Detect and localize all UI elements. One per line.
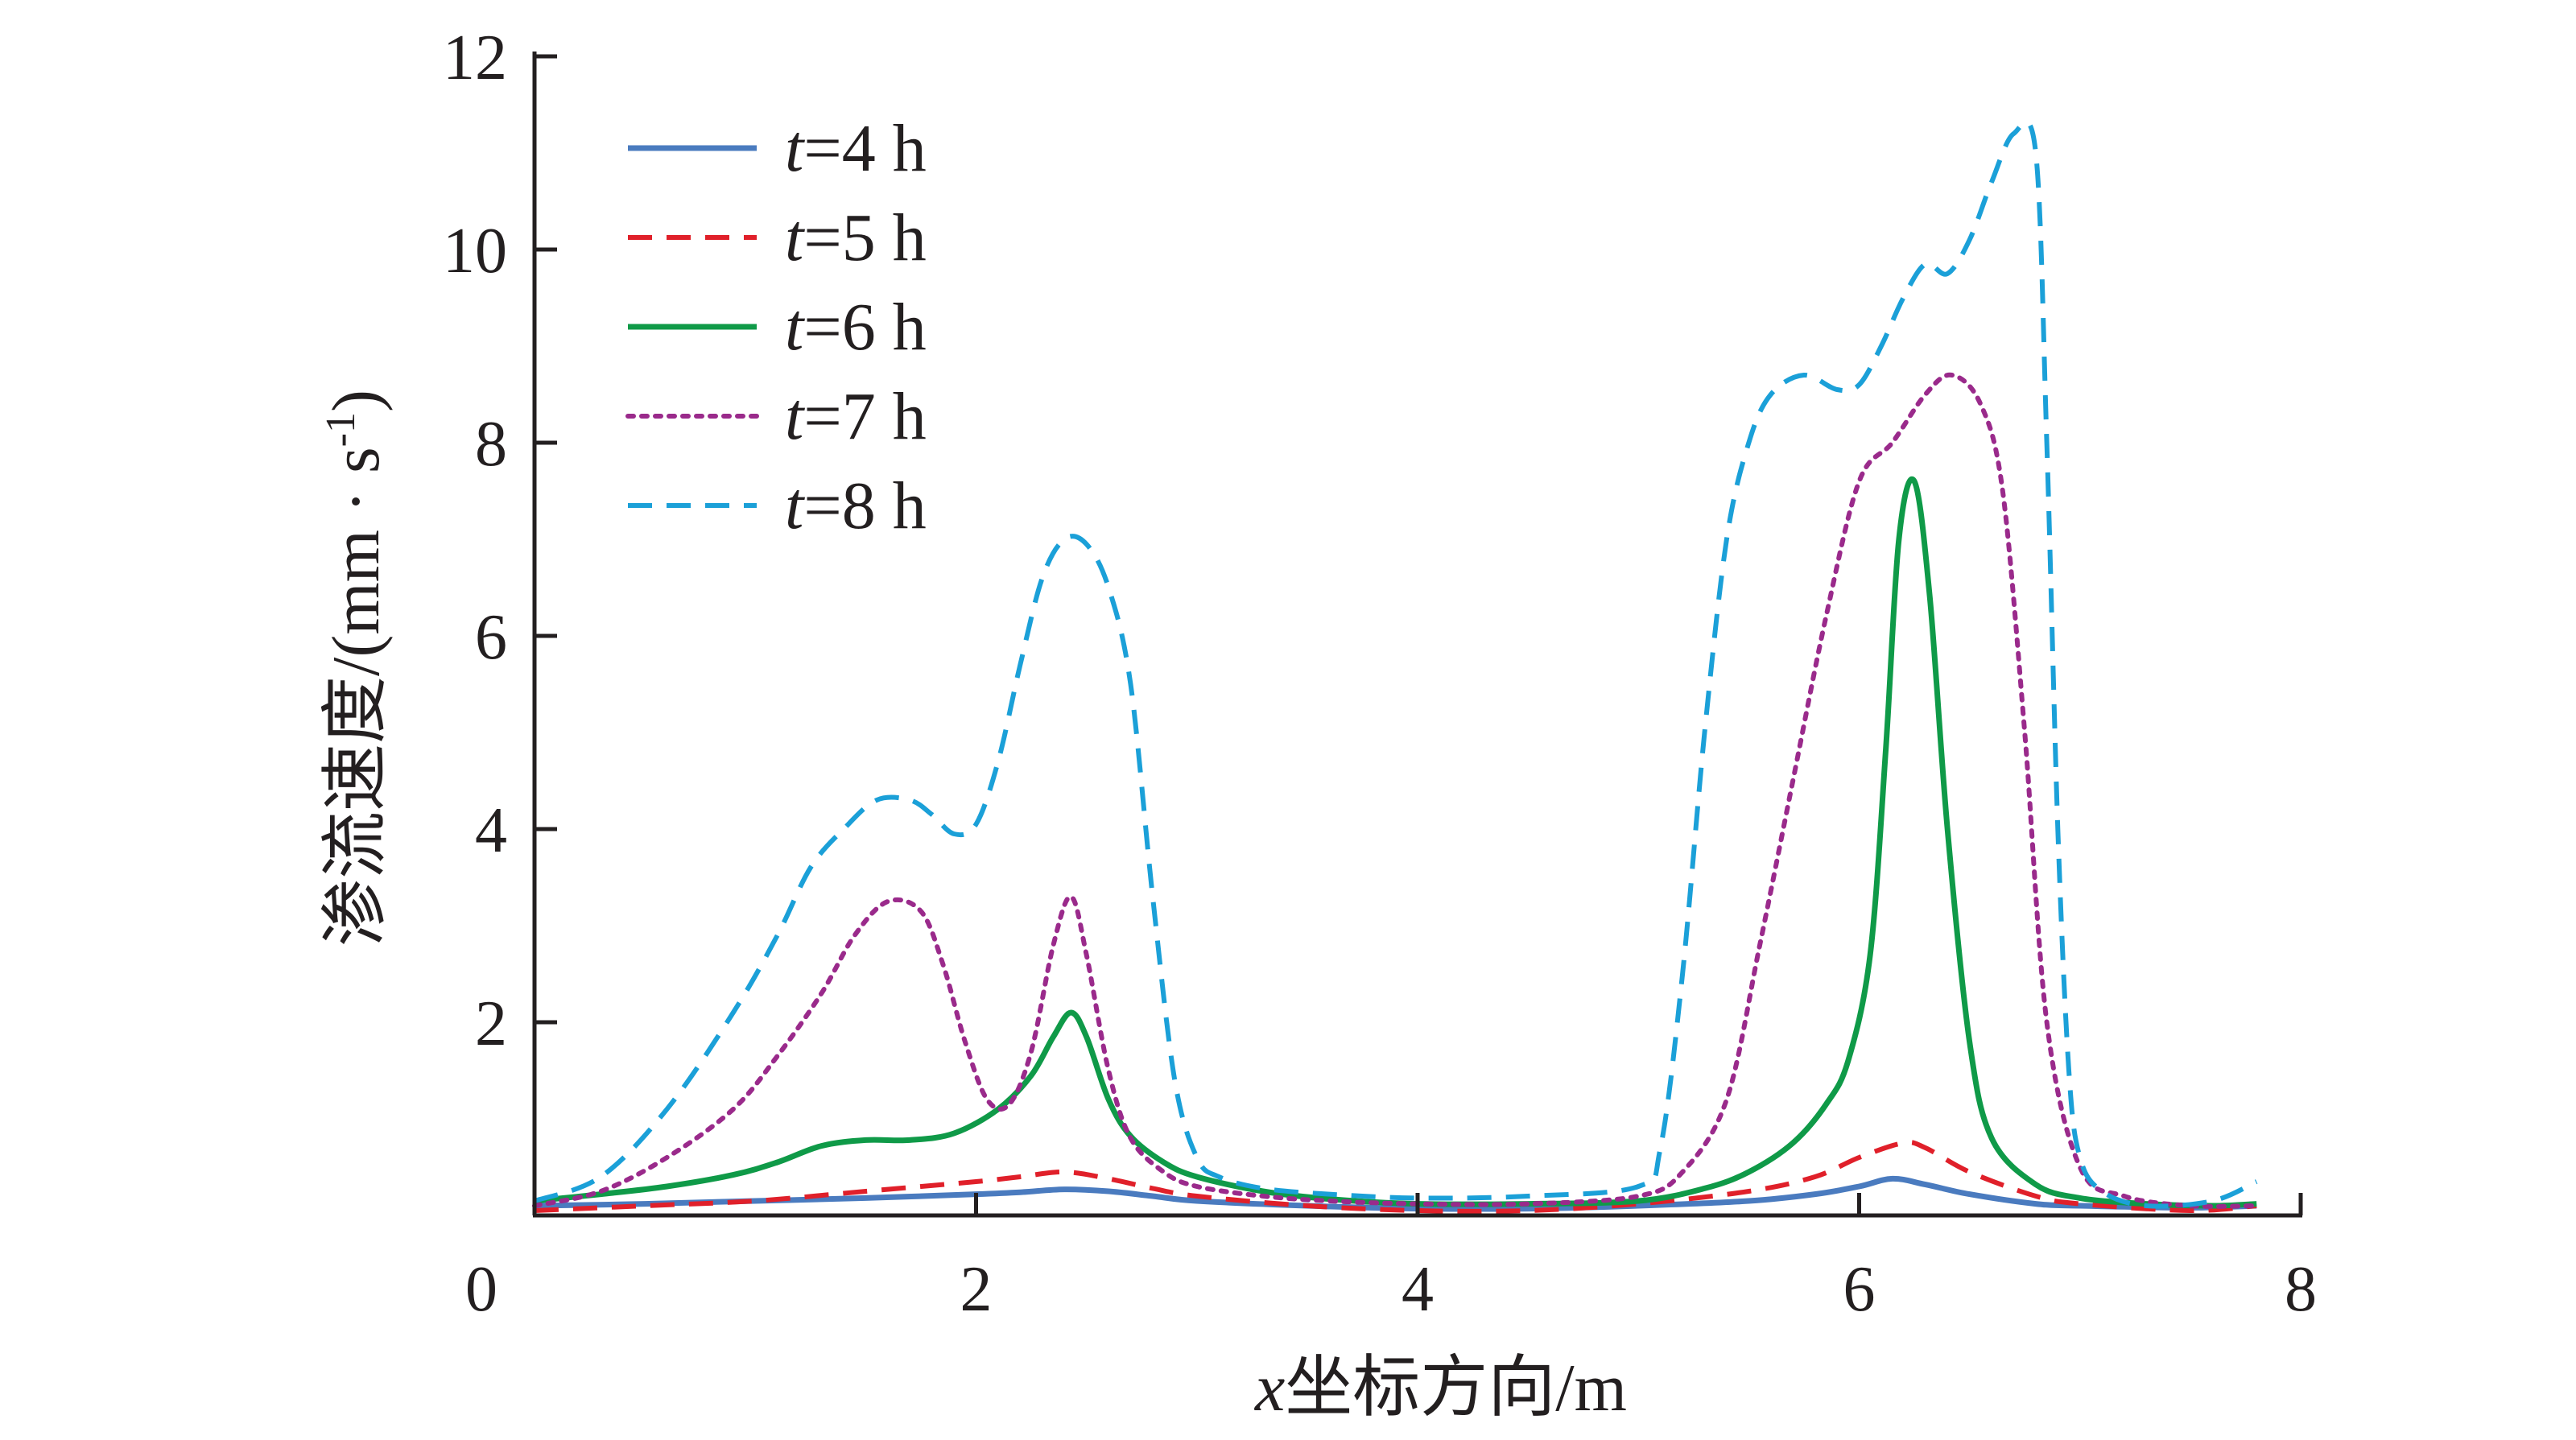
legend: t=4 ht=5 ht=6 ht=7 ht=8 h: [625, 111, 927, 543]
y-axis-title-main: 渗流速度/(mm · s: [319, 447, 394, 947]
legend-var: t: [785, 468, 806, 543]
legend-rest: =8 h: [803, 468, 926, 543]
series-line-5: [533, 119, 2258, 1209]
y-tick-label: 12: [443, 23, 507, 93]
x-axis-title: x坐标方向/m: [1253, 1351, 1627, 1426]
x-tick-label: 2: [960, 1254, 993, 1325]
legend-label-3: t=6 h: [785, 290, 927, 365]
y-tick-label: 4: [475, 795, 507, 866]
x-tick-label: 8: [2285, 1254, 2317, 1325]
legend-var: t: [785, 290, 806, 365]
series-line-3: [534, 477, 2257, 1209]
legend-rest: =6 h: [803, 290, 926, 365]
y-axis-title-sup: -1: [318, 412, 364, 447]
x-tick-label: 6: [1843, 1254, 1876, 1325]
y-tick-label: 6: [475, 602, 507, 673]
series-line-2: [534, 1140, 2257, 1214]
y-tick-label: 10: [443, 216, 507, 287]
legend-var: t: [785, 200, 806, 275]
legend-var: t: [785, 111, 806, 186]
legend-label-4: t=7 h: [785, 379, 927, 454]
x-tick-label: 4: [1402, 1254, 1434, 1325]
x-axis-title-rest: 坐标方向/m: [1285, 1351, 1627, 1426]
legend-rest: =4 h: [803, 111, 926, 186]
legend-label-5: t=8 h: [785, 468, 927, 543]
legend-label-1: t=4 h: [785, 111, 927, 186]
series-line-1: [534, 1175, 2257, 1212]
x-tick-label: 0: [465, 1254, 497, 1325]
legend-rest: =7 h: [803, 379, 926, 454]
ticks: 2 4 6 8 10 12 0 2 4 6 8: [443, 23, 2317, 1325]
y-tick-label: 2: [475, 988, 507, 1059]
legend-label-2: t=5 h: [785, 200, 927, 275]
x-axis-title-var: x: [1253, 1351, 1285, 1426]
legend-rest: =5 h: [803, 200, 926, 275]
y-axis-title: 渗流速度/(mm · s-1): [318, 390, 394, 947]
legend-var: t: [785, 379, 806, 454]
plot-lines: [532, 119, 2260, 1214]
y-axis-title-close: ): [319, 390, 394, 412]
y-tick-label: 8: [475, 409, 507, 480]
